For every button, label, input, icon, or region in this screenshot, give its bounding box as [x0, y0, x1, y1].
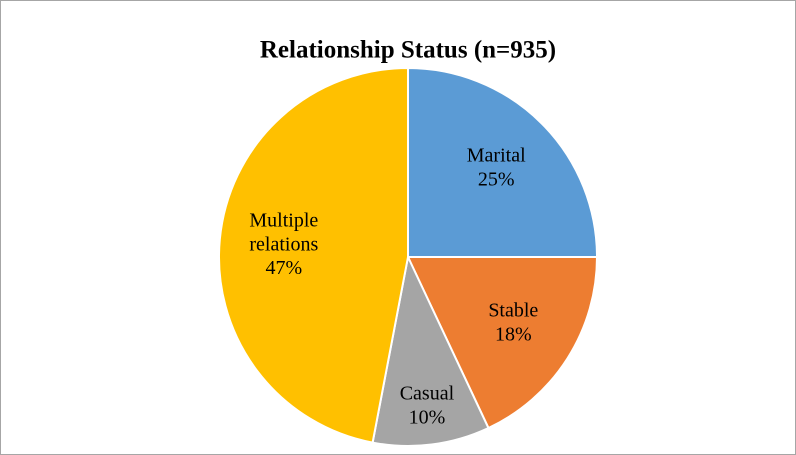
pie-slice [218, 66, 409, 444]
category-label: Multiple relations [249, 209, 318, 255]
value-label: 18% [495, 323, 532, 345]
value-label: 10% [409, 407, 446, 429]
category-label: Marital [467, 144, 526, 166]
category-label: Stable [488, 299, 538, 321]
pie-slice [406, 256, 599, 430]
chart-title: Relationship Status (n=935) [260, 37, 556, 64]
category-label: Casual [400, 383, 455, 405]
pie-slice [371, 253, 490, 447]
value-label: 25% [478, 168, 515, 190]
pie-slice [407, 66, 599, 258]
value-label: 47% [265, 257, 302, 279]
